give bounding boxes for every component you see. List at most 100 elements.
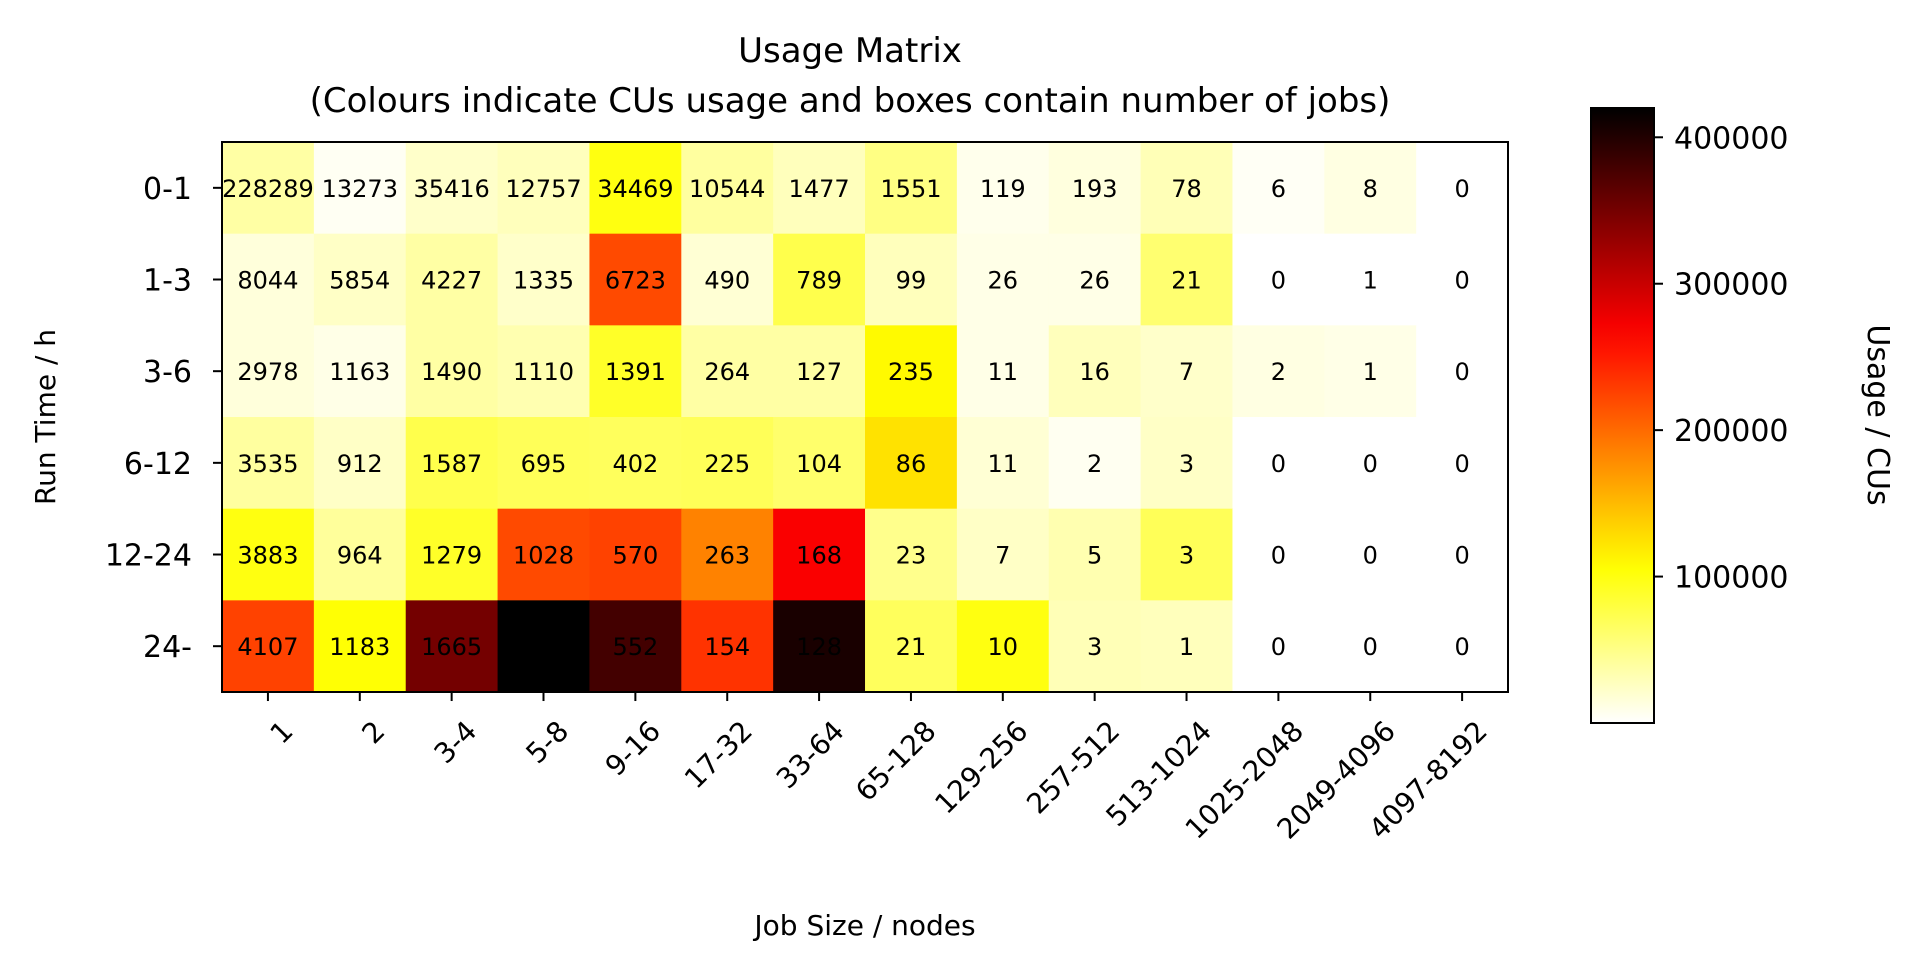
cell-job-count: 0	[1454, 633, 1469, 661]
cell-job-count: 168	[796, 542, 842, 570]
heatmap-cell	[497, 142, 591, 235]
cell-job-count: 193	[1072, 175, 1118, 203]
cell-job-count: 1335	[513, 267, 574, 295]
x-tick-label: 9-16	[599, 714, 667, 782]
x-tick-label: 17-32	[678, 714, 759, 795]
heatmap-cell	[681, 142, 774, 235]
cell-job-count: 0	[1271, 633, 1286, 661]
cell-job-count: 21	[1171, 267, 1202, 295]
y-axis-ticks: 0-1 1-3 3-6 6-12 12-24 24-	[105, 172, 222, 665]
heatmap-cell	[1048, 417, 1142, 510]
y-tick-label: 0-1	[143, 172, 192, 207]
heatmap-cell	[681, 508, 774, 601]
heatmap-cell	[1140, 142, 1234, 235]
heatmap-cell	[313, 508, 407, 601]
cell-job-count: 5	[1087, 542, 1102, 570]
heatmap-cell	[681, 417, 774, 510]
heatmap-cell	[589, 325, 682, 418]
cell-job-count: 6	[1271, 175, 1286, 203]
heatmap-cell	[956, 325, 1050, 418]
heatmap-cell	[1048, 508, 1142, 601]
x-tick-label: 129-256	[928, 714, 1034, 820]
cell-job-count: 127	[796, 358, 842, 386]
cell-job-count: 1490	[421, 358, 482, 386]
heatmap-cell	[1048, 142, 1142, 235]
cell-job-count: 0	[1363, 542, 1378, 570]
heatmap-cell	[222, 142, 315, 235]
colorbar-tick-label: 200000	[1674, 414, 1789, 449]
heatmap-cell	[1416, 142, 1509, 235]
heatmap-cell	[1416, 508, 1509, 601]
colorbar-tick-label: 300000	[1674, 268, 1789, 303]
heatmap-cell	[1140, 508, 1234, 601]
heatmap-cell	[681, 325, 774, 418]
cell-job-count: 225	[704, 450, 750, 478]
cell-job-count: 12757	[505, 175, 581, 203]
heatmap-cell	[1232, 417, 1325, 510]
heatmap-cell	[681, 233, 774, 326]
cell-job-count: 35416	[413, 175, 489, 203]
heatmap-cell	[497, 233, 591, 326]
heatmap-cell	[1048, 325, 1142, 418]
heatmap-cell	[313, 233, 407, 326]
cell-job-count: 13273	[322, 175, 398, 203]
cell-job-count: 128	[796, 633, 842, 661]
cell-job-count: 10	[988, 633, 1019, 661]
cell-job-count: 1477	[789, 175, 850, 203]
heatmap-cell	[497, 508, 591, 601]
x-tick-label: 33-64	[770, 714, 851, 795]
cell-job-count: 3	[1179, 542, 1194, 570]
heatmap-cell	[1324, 600, 1417, 693]
heatmap-cell	[1232, 233, 1325, 326]
cell-job-count: 912	[337, 450, 383, 478]
heatmap-cell	[313, 142, 407, 235]
heatmap-cell	[865, 233, 958, 326]
heatmap-cell	[773, 600, 866, 693]
plot-frame	[221, 141, 1509, 693]
cell-job-count: 1665	[421, 633, 482, 661]
y-tick-label: 3-6	[143, 355, 192, 390]
cell-job-count: 2	[1271, 358, 1286, 386]
heatmap-cell	[589, 417, 682, 510]
heatmap-cell	[865, 508, 958, 601]
heatmap-cell	[773, 417, 866, 510]
cell-job-count: 235	[888, 358, 934, 386]
x-tick-label: 5-8	[519, 714, 575, 770]
heatmap-cell	[956, 508, 1050, 601]
cell-job-count: 26	[988, 267, 1019, 295]
heatmap-cell	[313, 600, 407, 693]
y-axis-label: Run Time / h	[29, 329, 62, 505]
cell-job-count: 570	[612, 542, 658, 570]
heatmap-cell	[1416, 417, 1509, 510]
y-tick-label: 12-24	[105, 539, 192, 574]
heatmap-cell	[1232, 600, 1325, 693]
heatmap-cell	[497, 417, 591, 510]
cell-job-count: 0	[1363, 450, 1378, 478]
cell-job-count: 966	[521, 633, 567, 661]
cell-job-count: 0	[1271, 542, 1286, 570]
x-tick-label: 3-4	[428, 714, 484, 770]
heatmap-cell	[1324, 233, 1417, 326]
x-axis-label: Job Size / nodes	[752, 909, 975, 942]
heatmap-cell	[222, 600, 315, 693]
x-tick-label: 1	[264, 714, 300, 750]
cell-job-count: 10544	[689, 175, 765, 203]
cell-job-count: 1587	[421, 450, 482, 478]
heatmap-cell	[589, 508, 682, 601]
heatmap-cell	[1232, 325, 1325, 418]
cell-job-count: 0	[1454, 175, 1469, 203]
heatmap-cell	[1416, 233, 1509, 326]
heatmap-cell	[222, 233, 315, 326]
heatmap-cell	[589, 233, 682, 326]
cell-job-count: 4227	[421, 267, 482, 295]
heatmap-cell	[1324, 142, 1417, 235]
y-tick-label: 1-3	[143, 264, 192, 299]
cell-job-count: 552	[612, 633, 658, 661]
heatmap-cell	[1232, 508, 1325, 601]
heatmap-cell	[405, 325, 499, 418]
heatmap-cell-labels: 228289 13273 35416 12757 34469 10544 1477 1551 1…	[222, 175, 1470, 661]
cell-job-count: 1551	[880, 175, 941, 203]
colorbar-tick-label: 400000	[1674, 121, 1789, 156]
heatmap-cell	[1324, 508, 1417, 601]
